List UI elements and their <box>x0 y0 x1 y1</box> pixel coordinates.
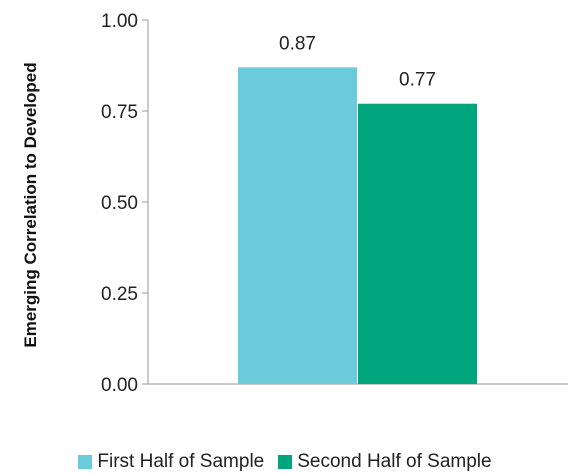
legend-label: Second Half of Sample <box>297 451 492 472</box>
data-label: 0.77 <box>399 70 436 91</box>
bar-first-half <box>238 67 357 384</box>
y-axis: 0.00 0.25 0.50 0.75 1.00 <box>101 11 568 396</box>
legend-label: First Half of Sample <box>97 451 265 472</box>
data-labels: 0.87 0.77 <box>279 33 436 90</box>
legend: First Half of Sample Second Half of Sampl… <box>0 451 570 473</box>
legend-swatch <box>78 455 93 469</box>
legend-swatch <box>278 455 293 469</box>
y-tick-label: 0.50 <box>101 193 138 214</box>
bars <box>238 67 477 384</box>
y-tick-label: 0.75 <box>101 102 138 123</box>
data-label: 0.87 <box>279 33 316 54</box>
bar-second-half <box>358 103 477 384</box>
y-tick-label: 0.00 <box>101 375 138 396</box>
legend-item: Second Half of Sample <box>278 451 492 473</box>
y-tick-label: 1.00 <box>101 11 138 32</box>
y-tick-label: 0.25 <box>101 284 138 305</box>
y-axis-title: Emerging Correlation to Developed <box>21 62 40 347</box>
legend-item: First Half of Sample <box>78 451 264 473</box>
